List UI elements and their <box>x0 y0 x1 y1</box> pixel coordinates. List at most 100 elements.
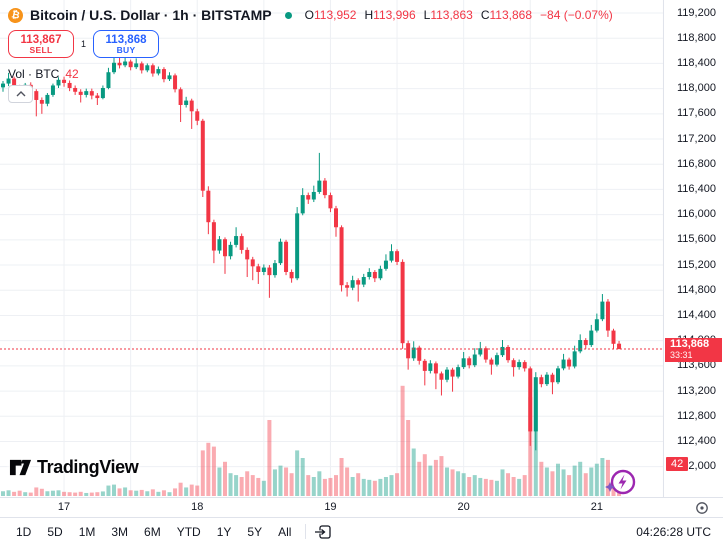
candle-body <box>1 83 5 88</box>
scroll-to-realtime-icon[interactable] <box>695 501 709 515</box>
volume-bar <box>433 459 438 496</box>
time-axis[interactable]: 17 18 19 20 21 <box>0 497 723 517</box>
candle-body <box>150 65 155 74</box>
range-button-6M[interactable]: 6M <box>144 524 161 539</box>
volume-bar <box>594 463 599 496</box>
range-button-3M[interactable]: 3M <box>111 524 129 539</box>
range-button-1M[interactable]: 1M <box>78 524 96 539</box>
volume-bar <box>62 491 67 496</box>
volume-bar <box>356 473 361 496</box>
volume-bar <box>489 479 494 496</box>
go-to-date-button[interactable] <box>314 524 332 540</box>
range-button-5Y[interactable]: 5Y <box>247 524 263 539</box>
range-button-YTD[interactable]: YTD <box>176 524 201 539</box>
volume-bar <box>6 490 11 496</box>
volume-bar <box>228 473 233 496</box>
volume-bar <box>1 491 5 496</box>
volume-bar <box>522 475 527 496</box>
volume-bar <box>556 463 560 496</box>
price-axis-label: 116,000 <box>677 208 716 221</box>
sell-button[interactable]: 113,867 SELL <box>8 30 74 58</box>
volume-bar <box>56 490 61 496</box>
candle-body <box>511 360 516 368</box>
boost-button[interactable] <box>604 468 638 501</box>
candle-body <box>123 61 128 66</box>
candle-body <box>267 267 272 276</box>
volume-bar <box>189 484 194 496</box>
volume-bar <box>400 385 405 496</box>
candle-body <box>311 191 316 200</box>
candle-body <box>417 347 422 361</box>
candle-body <box>56 79 61 86</box>
volume-bar <box>84 492 89 496</box>
volume-bar <box>89 492 94 496</box>
candle-body <box>389 251 394 261</box>
volume-bar <box>245 471 250 496</box>
candle-body <box>494 355 499 365</box>
price-axis-label: 115,200 <box>677 258 716 271</box>
candle-body <box>611 330 616 344</box>
volume-bar <box>483 478 488 496</box>
volume-bar <box>506 473 511 496</box>
range-button-1Y[interactable]: 1Y <box>216 524 232 539</box>
volume-indicator-row[interactable]: Vol · BTC 42 <box>8 67 613 81</box>
candle-body <box>217 239 222 251</box>
chart-pane[interactable] <box>0 0 663 497</box>
candle-body <box>383 260 388 269</box>
price-axis[interactable]: 119,200 118,800 118,400 118,000 117,600 117,2… <box>663 0 723 497</box>
candle-body <box>234 236 239 245</box>
price-axis-label: 116,400 <box>677 182 716 195</box>
candle-body <box>334 208 338 228</box>
bitcoin-logo-icon: ₿ <box>6 6 25 24</box>
volume-bar <box>417 461 422 496</box>
volume-bar <box>161 490 166 496</box>
volume-bar <box>239 477 244 496</box>
market-status-dot-icon[interactable] <box>284 11 292 19</box>
calendar-goto-icon <box>315 524 332 539</box>
candle-body <box>561 359 566 369</box>
candle-body <box>594 319 599 331</box>
candle-body <box>156 69 161 74</box>
legend-collapse-button[interactable] <box>8 85 33 103</box>
volume-bar <box>195 485 200 496</box>
candle-body <box>578 340 583 352</box>
range-button-All[interactable]: All <box>278 524 292 539</box>
volume-bar <box>234 475 239 496</box>
range-button-1D[interactable]: 1D <box>16 524 32 539</box>
volume-bar <box>478 477 483 496</box>
trade-buttons-row: 113,867 SELL 1 113,868 BUY <box>8 30 613 58</box>
candle-body <box>528 368 533 432</box>
candle-body <box>433 363 438 374</box>
tradingview-logo-icon <box>9 459 32 476</box>
current-price-value: 113,868 <box>670 338 710 350</box>
volume-bar <box>134 490 139 496</box>
candle-body <box>34 91 39 100</box>
candle-body <box>200 120 205 191</box>
candle-body <box>284 241 289 272</box>
candle-body <box>506 346 511 361</box>
candle-body <box>472 354 477 366</box>
candle-body <box>406 343 411 359</box>
volume-bar <box>395 473 400 496</box>
candle-body <box>572 351 577 367</box>
candlestick-chart[interactable] <box>0 0 663 497</box>
volume-bar <box>583 473 588 496</box>
volume-bar <box>223 461 227 496</box>
volume-bar <box>39 488 44 496</box>
sell-price: 113,867 <box>20 33 62 46</box>
candle-body <box>533 377 538 432</box>
time-axis-label: 21 <box>590 501 603 513</box>
candle-body <box>550 374 555 383</box>
volume-bar <box>200 450 205 496</box>
candle-body <box>272 263 277 276</box>
clock-timezone-button[interactable]: 04:26:28 UTC <box>636 524 711 539</box>
range-button-5D[interactable]: 5D <box>47 524 63 539</box>
candle-body <box>106 72 111 88</box>
volume-bar <box>467 477 472 496</box>
symbol-title[interactable]: Bitcoin / U.S. Dollar · 1h · BITSTAMP <box>30 7 272 23</box>
candle-body <box>67 82 72 88</box>
buy-button[interactable]: 113,868 BUY <box>93 30 160 58</box>
candle-body <box>261 267 266 272</box>
volume-bar <box>383 477 388 496</box>
